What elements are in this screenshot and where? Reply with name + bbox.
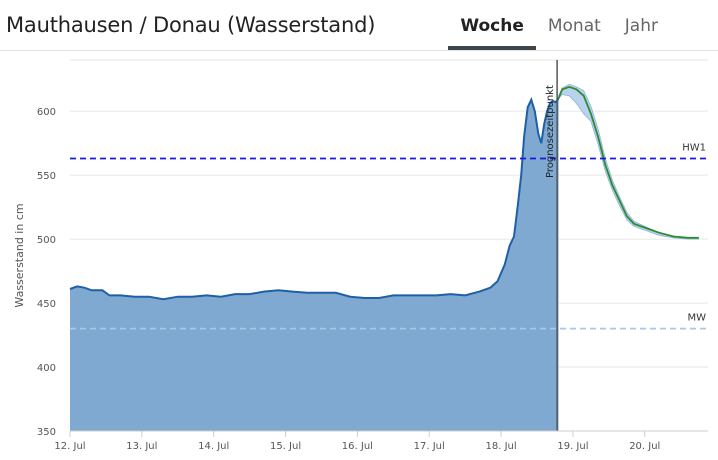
y-tick-label: 500	[37, 235, 56, 246]
reference-lines: HW1 MW Prognosezeitpunkt	[70, 60, 708, 431]
y-tick-label: 450	[37, 299, 56, 310]
reference-label-hw1: HW1	[682, 143, 706, 154]
x-tick-label: 20. Jul	[629, 441, 660, 452]
y-tick-label: 550	[37, 171, 56, 182]
tab-jahr[interactable]: Jahr	[624, 16, 658, 36]
forecast-line	[557, 85, 699, 239]
x-tick-label: 13. Jul	[126, 441, 157, 452]
chart-header: Mauthausen / Donau (Wasserstand) Woche M…	[0, 0, 718, 52]
header-divider	[0, 50, 718, 51]
y-tick-label: 350	[37, 427, 56, 438]
forecast-time-label: Prognosezeitpunkt	[545, 85, 556, 178]
reference-label-mw: MW	[687, 313, 706, 324]
page-title: Mauthausen / Donau (Wasserstand)	[6, 13, 376, 37]
x-tick-label: 17. Jul	[414, 441, 445, 452]
chart-lines	[69, 85, 699, 301]
tab-monat[interactable]: Monat	[547, 16, 601, 36]
tab-woche[interactable]: Woche	[448, 14, 536, 50]
y-axis-title: Wasserstand in cm	[13, 203, 26, 307]
measured-area	[70, 98, 559, 432]
time-range-tabs: Woche Monat Jahr	[448, 14, 670, 50]
x-tick-label: 12. Jul	[54, 441, 85, 452]
x-axis-ticks: 12. Jul 13. Jul 14. Jul 15. Jul 16. Jul 17. J…	[54, 430, 708, 452]
chart-areas	[70, 83, 700, 432]
x-tick-label: 16. Jul	[342, 441, 373, 452]
y-tick-label: 400	[37, 363, 56, 374]
forecast-band	[558, 83, 700, 240]
x-tick-label: 14. Jul	[198, 441, 229, 452]
x-tick-label: 19. Jul	[557, 441, 588, 452]
y-axis-ticks: 350 400 450 500 550 600	[37, 107, 56, 438]
x-tick-label: 15. Jul	[270, 441, 301, 452]
measured-line	[69, 96, 560, 301]
y-tick-label: 600	[37, 107, 56, 118]
water-level-chart: HW1 MW Prognosezeitpunkt 350 400 450 500 550 60…	[13, 59, 708, 452]
x-tick-label: 18. Jul	[486, 441, 517, 452]
